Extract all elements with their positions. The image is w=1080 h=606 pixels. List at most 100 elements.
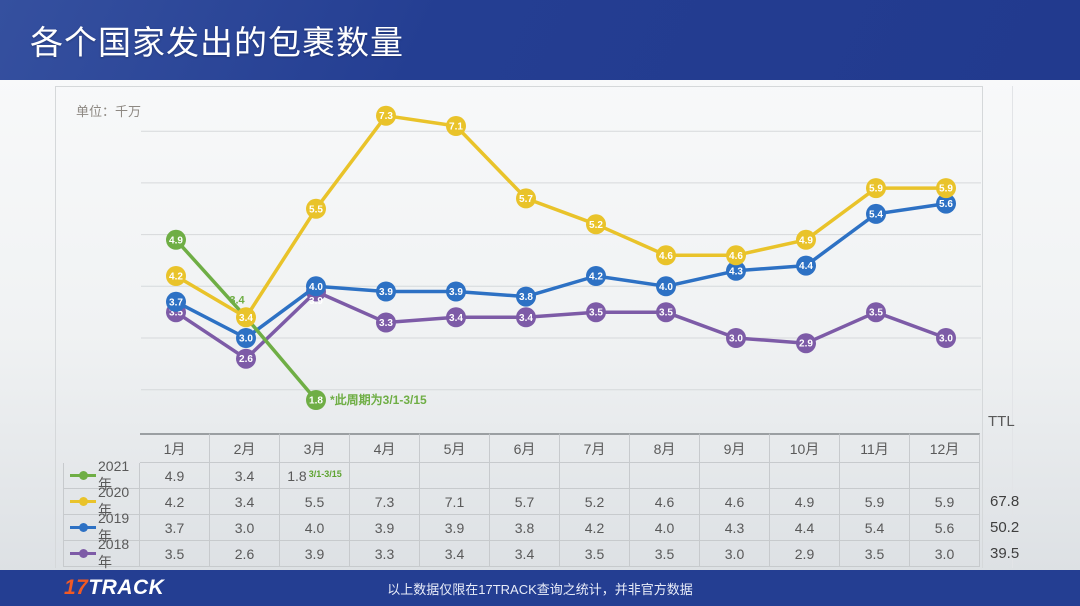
data-point-label: 5.5: [309, 204, 323, 215]
table-cell: 3.8: [490, 515, 560, 541]
table-cell: 4.3: [700, 515, 770, 541]
legend-item-2019: 2019年: [63, 510, 140, 544]
table-cell: 2.6: [210, 541, 280, 567]
data-point-label: 3.0: [729, 334, 743, 345]
month-header: 5月: [420, 433, 490, 463]
table-cell: 3.4: [420, 541, 490, 567]
table-cell: 1.8 3/1-3/15: [280, 463, 350, 489]
logo-17: 17: [64, 576, 89, 599]
ttl-value-2019: 50.2: [990, 519, 1020, 536]
legend-marker: [70, 523, 96, 532]
period-note-superscript: 3/1-3/15: [308, 468, 342, 479]
data-point-label: 5.6: [939, 199, 953, 210]
table-cell: 4.9: [770, 489, 840, 515]
data-point: [306, 390, 326, 410]
table-cell: 5.9: [910, 489, 980, 515]
data-table: 1月 2月 3月 4月 5月 6月 7月 8月 9月 10月 11月 12月 2021年 4.9 3.4 1.…: [63, 433, 980, 570]
ttl-value-2020: 67.8: [990, 493, 1020, 510]
legend-item-2018: 2018年: [63, 536, 140, 570]
data-point: [726, 245, 746, 266]
data-point: [306, 198, 326, 219]
data-point-label: 3.0: [939, 334, 953, 345]
table-cell: 3.5: [630, 541, 700, 567]
data-point-label: 4.4: [799, 261, 813, 272]
data-point: [236, 307, 256, 328]
data-point-label: 3.0: [239, 334, 253, 345]
table-cell: [350, 463, 420, 489]
data-point-label: 2.6: [239, 354, 253, 365]
page-title: 各个国家发出的包裹数量: [30, 24, 404, 61]
data-point-label: 7.3: [379, 111, 393, 122]
legend-label: 2021年: [98, 457, 130, 492]
table-cell: [490, 463, 560, 489]
data-point: [376, 281, 396, 302]
data-point: [936, 193, 956, 214]
series-line-2018: [175, 289, 947, 361]
data-point: [446, 307, 466, 328]
ttl-column-header: TTL: [988, 413, 1015, 430]
table-cell: 3.4: [210, 463, 280, 489]
table-cell: 3.0: [210, 515, 280, 541]
table-cell: 4.6: [630, 489, 700, 515]
chart-panel: 单位：千万 3.5 2.6 3.3 3.4 3.4 3.5 3.5 3.0 2.9 3.5 3.0 3…: [55, 86, 983, 570]
month-header: 9月: [700, 433, 770, 463]
data-point-label: 4.9: [169, 235, 183, 246]
data-point-label: 4.0: [659, 282, 673, 293]
data-point: [376, 312, 396, 333]
table-cell: 4.0: [280, 515, 350, 541]
table-cell: 3.5: [840, 541, 910, 567]
table-cell: 3.3: [350, 541, 420, 567]
data-point: [796, 333, 816, 354]
legend-label: 2019年: [98, 509, 130, 544]
legend-item-2020: 2020年: [63, 484, 140, 518]
legend-label: 2020年: [98, 483, 130, 518]
footer-bar: 17TRACK 以上数据仅限在17TRACK查询之统计，并非官方数据: [0, 570, 1080, 606]
data-point-label: 4.0: [309, 282, 323, 293]
table-cell: 4.0: [630, 515, 700, 541]
data-point-label: 7.1: [449, 122, 463, 133]
data-point: [586, 214, 606, 235]
table-cell: 3.5: [560, 541, 630, 567]
legend-label: 2018年: [98, 535, 130, 570]
table-cell: 3.4: [210, 489, 280, 515]
month-header: 3月: [280, 433, 350, 463]
data-point: [236, 348, 256, 369]
data-point-label: 3.9: [309, 296, 323, 307]
table-cell: 4.6: [700, 489, 770, 515]
data-point: [516, 286, 536, 307]
table-cell: 5.5: [280, 489, 350, 515]
data-point-label: 4.2: [169, 272, 183, 283]
data-point: [306, 276, 326, 297]
data-point-label: 3.8: [519, 292, 533, 303]
data-point: [446, 281, 466, 302]
data-point-label: 3.5: [169, 308, 183, 319]
table-cell: 4.2: [140, 489, 210, 515]
17track-logo: 17TRACK: [64, 576, 164, 600]
table-cell: 3.7: [140, 515, 210, 541]
table-cell: 5.2: [560, 489, 630, 515]
legend-marker: [70, 471, 96, 480]
month-header: 4月: [350, 433, 420, 463]
table-cell: 4.9: [140, 463, 210, 489]
data-point-label: 5.9: [939, 184, 953, 195]
data-point-label: 3.4: [449, 313, 463, 324]
table-cell: [700, 463, 770, 489]
table-cell: 4.2: [560, 515, 630, 541]
data-point-label: 3.5: [869, 308, 883, 319]
data-point: [236, 328, 256, 348]
data-point-label: 3.3: [379, 318, 393, 329]
data-point: [166, 291, 186, 312]
table-cell: [420, 463, 490, 489]
table-cell: 5.9: [840, 489, 910, 515]
table-cell: 4.4: [770, 515, 840, 541]
data-point-label: 4.6: [729, 251, 743, 262]
data-point: [726, 328, 746, 348]
data-point: [376, 105, 396, 126]
table-cell: 3.4: [490, 541, 560, 567]
month-header: 1月: [140, 433, 210, 463]
data-point: [866, 178, 886, 199]
data-point: [936, 328, 956, 348]
table-cell: 2.9: [770, 541, 840, 567]
series-note: *此周期为3/1-3/15: [330, 392, 427, 407]
